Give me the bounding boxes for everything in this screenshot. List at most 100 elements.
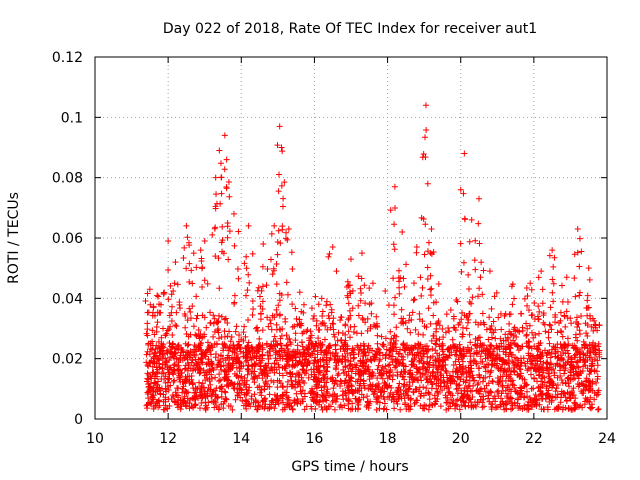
data-point: [312, 405, 319, 412]
data-point: [446, 345, 453, 352]
data-point: [479, 291, 486, 298]
data-point: [477, 396, 484, 403]
data-point: [524, 302, 531, 309]
data-point: [253, 398, 260, 405]
data-point: [570, 385, 577, 392]
data-point: [501, 366, 508, 373]
data-point: [464, 392, 471, 399]
data-point: [506, 311, 513, 318]
data-point: [433, 320, 440, 327]
data-point: [463, 377, 470, 384]
data-point: [301, 380, 308, 387]
data-point: [191, 389, 198, 396]
data-point: [425, 305, 432, 312]
data-point: [460, 190, 467, 197]
data-point: [409, 361, 416, 368]
data-point: [292, 354, 299, 361]
data-point: [177, 378, 184, 385]
data-point: [388, 335, 395, 342]
data-point: [190, 323, 197, 330]
data-point: [581, 359, 588, 366]
data-point: [313, 317, 320, 324]
data-point: [356, 347, 363, 354]
data-point: [462, 399, 469, 406]
data-point: [360, 377, 367, 384]
data-point: [549, 276, 556, 283]
data-point: [573, 318, 580, 325]
data-point: [171, 367, 178, 374]
data-point: [559, 298, 566, 305]
data-point: [531, 374, 538, 381]
data-point: [400, 363, 407, 370]
data-point: [201, 331, 208, 338]
data-point: [552, 319, 559, 326]
data-point: [344, 345, 351, 352]
data-point: [149, 394, 156, 401]
data-point: [457, 240, 464, 247]
data-point: [273, 261, 280, 268]
data-point: [445, 384, 452, 391]
data-point: [400, 356, 407, 363]
data-point: [429, 345, 436, 352]
data-point: [476, 285, 483, 292]
data-point: [244, 366, 251, 373]
data-point: [417, 274, 424, 281]
data-point: [459, 324, 466, 331]
data-point: [382, 363, 389, 370]
data-point: [342, 322, 349, 329]
data-point: [339, 392, 346, 399]
data-point: [172, 259, 179, 266]
data-point: [144, 375, 151, 382]
data-point: [194, 312, 201, 319]
data-point: [202, 376, 209, 383]
data-point: [219, 237, 226, 244]
data-point: [292, 330, 299, 337]
data-point: [373, 406, 380, 413]
data-point: [466, 396, 473, 403]
data-point: [240, 349, 247, 356]
data-point: [511, 340, 518, 347]
data-point: [544, 365, 551, 372]
data-point: [470, 374, 477, 381]
data-point: [443, 368, 450, 375]
data-point: [218, 313, 225, 320]
data-point: [283, 279, 290, 286]
data-point: [461, 150, 468, 157]
data-point: [461, 391, 468, 398]
data-point: [546, 370, 553, 377]
data-point: [221, 316, 228, 323]
data-point: [225, 347, 232, 354]
data-point: [203, 324, 210, 331]
data-point: [317, 369, 324, 376]
data-point: [390, 241, 397, 248]
data-point: [168, 303, 175, 310]
data-point: [359, 315, 366, 322]
data-point: [561, 370, 568, 377]
data-point: [160, 350, 167, 357]
data-point: [495, 364, 502, 371]
data-point: [517, 366, 524, 373]
data-point: [402, 319, 409, 326]
data-point: [477, 319, 484, 326]
data-point: [578, 312, 585, 319]
data-point: [327, 375, 334, 382]
data-point: [568, 372, 575, 379]
data-point: [574, 225, 581, 232]
data-point: [226, 193, 233, 200]
data-point: [523, 320, 530, 327]
data-point: [518, 385, 525, 392]
data-point: [557, 363, 564, 370]
data-point: [424, 379, 431, 386]
data-point: [524, 292, 531, 299]
data-point: [395, 359, 402, 366]
data-point: [383, 382, 390, 389]
data-point: [320, 392, 327, 399]
data-point: [528, 402, 535, 409]
data-point: [587, 349, 594, 356]
data-point: [246, 279, 253, 286]
data-point: [187, 331, 194, 338]
data-point: [490, 329, 497, 336]
data-point: [536, 342, 543, 349]
x-tick-label: 16: [306, 431, 324, 447]
data-point: [191, 402, 198, 409]
